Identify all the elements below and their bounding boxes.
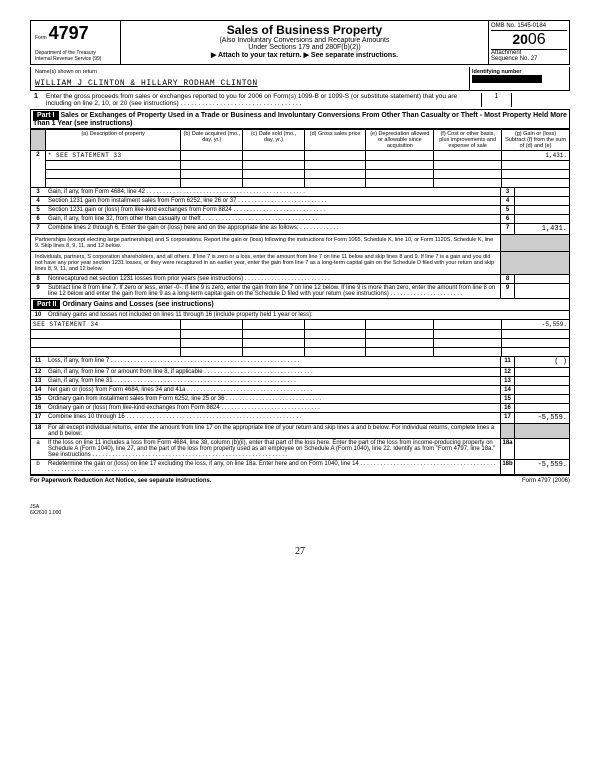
jsa-mark: JSA 6X2610 1.000 bbox=[30, 504, 570, 516]
stmt-34: SEE STATEMENT 34 bbox=[31, 320, 181, 330]
part-2-table: SEE STATEMENT 34 -5,559. bbox=[30, 320, 570, 357]
page-number: 27 bbox=[30, 546, 570, 557]
id-label: Identifying number bbox=[472, 69, 567, 75]
stmt-33: * SEE STATEMENT 33 bbox=[45, 151, 181, 161]
line-1: 1 Enter the gross proceeds from sales or… bbox=[30, 91, 570, 110]
lines-3-7: 3Gain, if any, from Form 4684, line 42 .… bbox=[30, 188, 570, 235]
attach-instr: ▶ Attach to your tax return. ▶ See separ… bbox=[123, 51, 486, 59]
part-1-header: Part I Sales or Exchanges of Property Us… bbox=[30, 110, 570, 129]
part-2-header: Part II Ordinary Gains and Losses (see i… bbox=[30, 299, 570, 311]
line-1-box: 1 bbox=[481, 93, 511, 107]
irs-label: Internal Revenue Service (99) bbox=[35, 56, 116, 62]
paperwork-notice: For Paperwork Reduction Act Notice, see … bbox=[30, 478, 212, 484]
line-10: 10 Ordinary gains and losses not include… bbox=[30, 311, 570, 320]
year-bold: 06 bbox=[528, 31, 546, 48]
col-d: (d) Gross sales price bbox=[304, 130, 366, 151]
col-c: (c) Date sold (mo., day, yr.) bbox=[243, 130, 305, 151]
form-id-box: Form 4797 Department of the Treasury Int… bbox=[31, 21, 121, 64]
p2-amt: -5,559. bbox=[502, 320, 570, 330]
title-box: Sales of Business Property (Also Involun… bbox=[121, 21, 489, 64]
line-18b: b Redetermine the gain or (loss) on line… bbox=[30, 460, 570, 476]
line-1-text: Enter the gross proceeds from sales or e… bbox=[46, 93, 481, 107]
omb-box: OMB No. 1545-0184 2006 Attachment Sequen… bbox=[489, 21, 569, 64]
year-prefix: 20 bbox=[512, 31, 528, 47]
part-1-instr-1: Partnerships (except electing large part… bbox=[30, 235, 570, 252]
form-number: 4797 bbox=[49, 23, 89, 43]
col-num bbox=[31, 130, 46, 151]
lines-11-17: 11Loss, if any, from line 7 . . . . . . … bbox=[30, 357, 570, 424]
part-1-row-2: 2 * SEE STATEMENT 33 1,431. bbox=[31, 151, 570, 161]
line-1-amount bbox=[511, 93, 566, 107]
part-2-label: Part II bbox=[33, 300, 60, 309]
line-9: 9Subtract line 8 from line 7. If zero or… bbox=[30, 284, 570, 299]
part-2-row: SEE STATEMENT 34 -5,559. bbox=[31, 320, 570, 330]
part-1-label: Part I bbox=[33, 111, 59, 120]
line-18a: a If the loss on line 11 includes a loss… bbox=[30, 439, 570, 460]
col-f: (f) Cost or other basis, plus improvemen… bbox=[434, 130, 502, 151]
col-b: (b) Date acquired (mo., day, yr.) bbox=[181, 130, 243, 151]
subtitle-1: (Also Involuntary Conversions and Recapt… bbox=[123, 37, 486, 44]
names-value: WILLIAM J CLINTON & HILLARY RODHAM CLINT… bbox=[35, 79, 465, 88]
part-1-instr-2: Individuals, partners, S corporation sha… bbox=[30, 252, 570, 275]
part-2-title: Ordinary Gains and Losses (see instructi… bbox=[62, 301, 213, 308]
part-1-title: Sales or Exchanges of Property Used in a… bbox=[33, 112, 567, 127]
col-a: (a) Description of property bbox=[45, 130, 181, 151]
part-1-table: (a) Description of property (b) Date acq… bbox=[30, 129, 570, 188]
form-header: Form 4797 Department of the Treasury Int… bbox=[30, 20, 570, 65]
line-8: 8Nonrecaptured net section 1231 losses f… bbox=[30, 275, 570, 284]
names-label: Name(s) shown on return bbox=[35, 69, 465, 75]
form-label: Form bbox=[35, 35, 47, 41]
subtitle-2: Under Sections 179 and 280F(b)(2)) bbox=[123, 44, 486, 51]
form-ref: Form 4797 (2006) bbox=[522, 478, 570, 484]
col-e: (e) Depreciation allowed or allowable si… bbox=[366, 130, 434, 151]
omb-number: OMB No. 1545-0184 bbox=[491, 23, 567, 31]
form-title: Sales of Business Property bbox=[123, 23, 486, 37]
footer: For Paperwork Reduction Act Notice, see … bbox=[30, 478, 570, 484]
names-row: Name(s) shown on return WILLIAM J CLINTO… bbox=[30, 67, 570, 91]
id-redacted bbox=[472, 75, 542, 83]
col-g: (g) Gain or (loss) Subtract (f) from the… bbox=[502, 130, 570, 151]
line-18: 18 For all except individual returns, en… bbox=[30, 424, 570, 439]
row-2-amt: 1,431. bbox=[502, 151, 570, 161]
line-1-num: 1 bbox=[34, 93, 46, 107]
sequence-label: Sequence No. 27 bbox=[491, 56, 567, 62]
